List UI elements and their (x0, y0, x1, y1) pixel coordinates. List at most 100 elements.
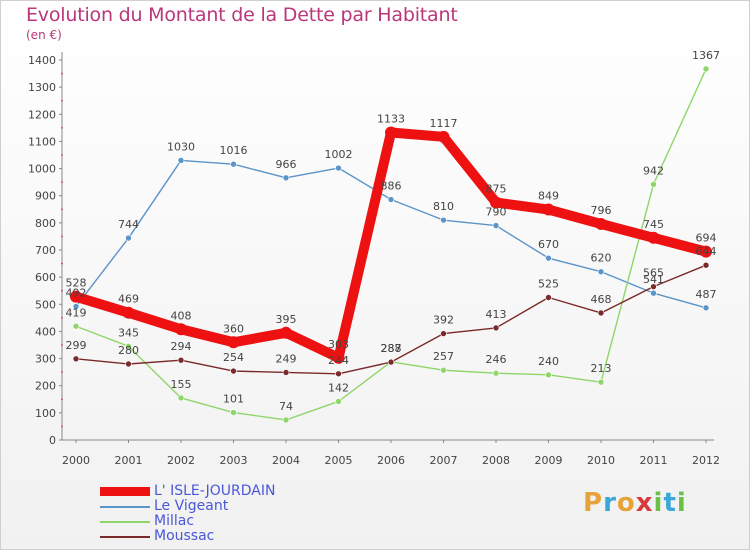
y-minor-tick (61, 154, 63, 156)
data-point (650, 181, 657, 188)
y-tick-label: 600 (35, 271, 56, 284)
y-minor-tick (61, 425, 63, 428)
data-point (280, 326, 292, 339)
proxiti-logo: Proxiti (583, 488, 687, 518)
y-tick-label: 500 (35, 298, 56, 311)
data-label: 395 (276, 313, 297, 326)
data-label: 745 (643, 218, 664, 231)
data-label: 1367 (692, 49, 720, 62)
x-tick-label: 2011 (640, 454, 668, 467)
data-point (387, 358, 395, 366)
y-minor-tick (61, 289, 63, 292)
data-point (597, 309, 605, 317)
data-point (70, 290, 82, 303)
logo-letter: t (663, 488, 677, 518)
logo-letter: P (583, 488, 604, 518)
data-label: 620 (591, 252, 612, 265)
data-label: 694 (696, 232, 717, 245)
data-label: 257 (433, 350, 454, 363)
data-label: 254 (223, 351, 244, 364)
data-point (650, 283, 657, 290)
data-point (72, 322, 80, 330)
data-point (125, 343, 132, 350)
data-point (335, 370, 342, 378)
data-label: 246 (486, 353, 507, 366)
data-label: 299 (66, 339, 87, 352)
data-point (595, 217, 607, 230)
data-point (492, 369, 500, 377)
y-tick-label: 100 (35, 407, 56, 420)
data-label: 849 (538, 190, 559, 203)
data-point (122, 306, 135, 319)
data-point (72, 303, 80, 310)
y-tick-label: 700 (35, 244, 56, 257)
series-0 (70, 126, 712, 364)
data-point (230, 160, 237, 168)
x-tick-label: 2004 (272, 454, 300, 467)
data-point (385, 126, 397, 139)
data-label: 213 (591, 362, 612, 375)
data-point (700, 245, 712, 258)
data-label: 74 (279, 400, 293, 413)
y-minor-tick (61, 126, 63, 129)
series-1 (72, 157, 710, 312)
data-label: 294 (171, 340, 192, 353)
data-point (72, 355, 80, 363)
y-tick-label: 800 (35, 217, 56, 230)
data-point (177, 394, 185, 402)
data-label: 249 (276, 352, 297, 365)
data-label: 1030 (167, 140, 195, 153)
y-minor-tick (61, 72, 63, 75)
x-tick-label: 2003 (220, 454, 248, 467)
data-point (440, 330, 447, 337)
data-point (647, 231, 660, 244)
data-point (335, 164, 342, 172)
data-label: 875 (486, 183, 507, 196)
data-label: 644 (696, 245, 717, 258)
logo-letter: x (635, 488, 654, 518)
data-label: 142 (328, 381, 349, 394)
x-tick-label: 2008 (482, 454, 510, 467)
data-label: 541 (643, 273, 664, 286)
data-label: 280 (118, 344, 139, 357)
y-tick-label: 200 (35, 380, 56, 393)
y-tick-label: 1300 (28, 81, 56, 94)
data-label: 942 (643, 164, 664, 177)
x-tick-label: 2010 (587, 454, 615, 467)
chart-unit-label: (en €) (26, 28, 62, 42)
data-label: 288 (381, 342, 402, 355)
x-tick-label: 2012 (692, 454, 720, 467)
legend-label: L' ISLE-JOURDAIN (154, 483, 276, 499)
data-point (545, 254, 552, 262)
data-point (230, 367, 237, 375)
y-minor-tick (61, 235, 63, 238)
data-label: 240 (538, 355, 559, 368)
y-tick-label: 1200 (28, 108, 56, 121)
logo-letter: o (616, 488, 636, 518)
data-label: 525 (538, 278, 559, 291)
data-point (702, 304, 710, 312)
y-tick-label: 900 (35, 190, 56, 203)
data-point (387, 196, 395, 203)
data-label: 1002 (325, 148, 353, 161)
y-tick-label: 0 (49, 434, 56, 447)
x-tick-label: 2001 (115, 454, 143, 467)
data-point (125, 360, 132, 368)
data-label: 360 (223, 322, 244, 335)
data-point (492, 324, 500, 332)
data-label: 303 (328, 338, 349, 351)
y-tick-label: 1100 (28, 135, 56, 148)
data-label: 468 (591, 293, 612, 306)
data-label: 492 (66, 286, 87, 299)
data-point (597, 268, 605, 276)
data-point (335, 398, 342, 405)
data-label: 101 (223, 393, 244, 406)
data-label: 1133 (377, 112, 405, 125)
logo-letter: r (603, 488, 617, 518)
data-point (177, 356, 185, 364)
y-tick-label: 300 (35, 353, 56, 366)
data-point (437, 130, 450, 143)
y-tick-label: 1000 (28, 163, 56, 176)
data-label: 790 (486, 206, 507, 219)
